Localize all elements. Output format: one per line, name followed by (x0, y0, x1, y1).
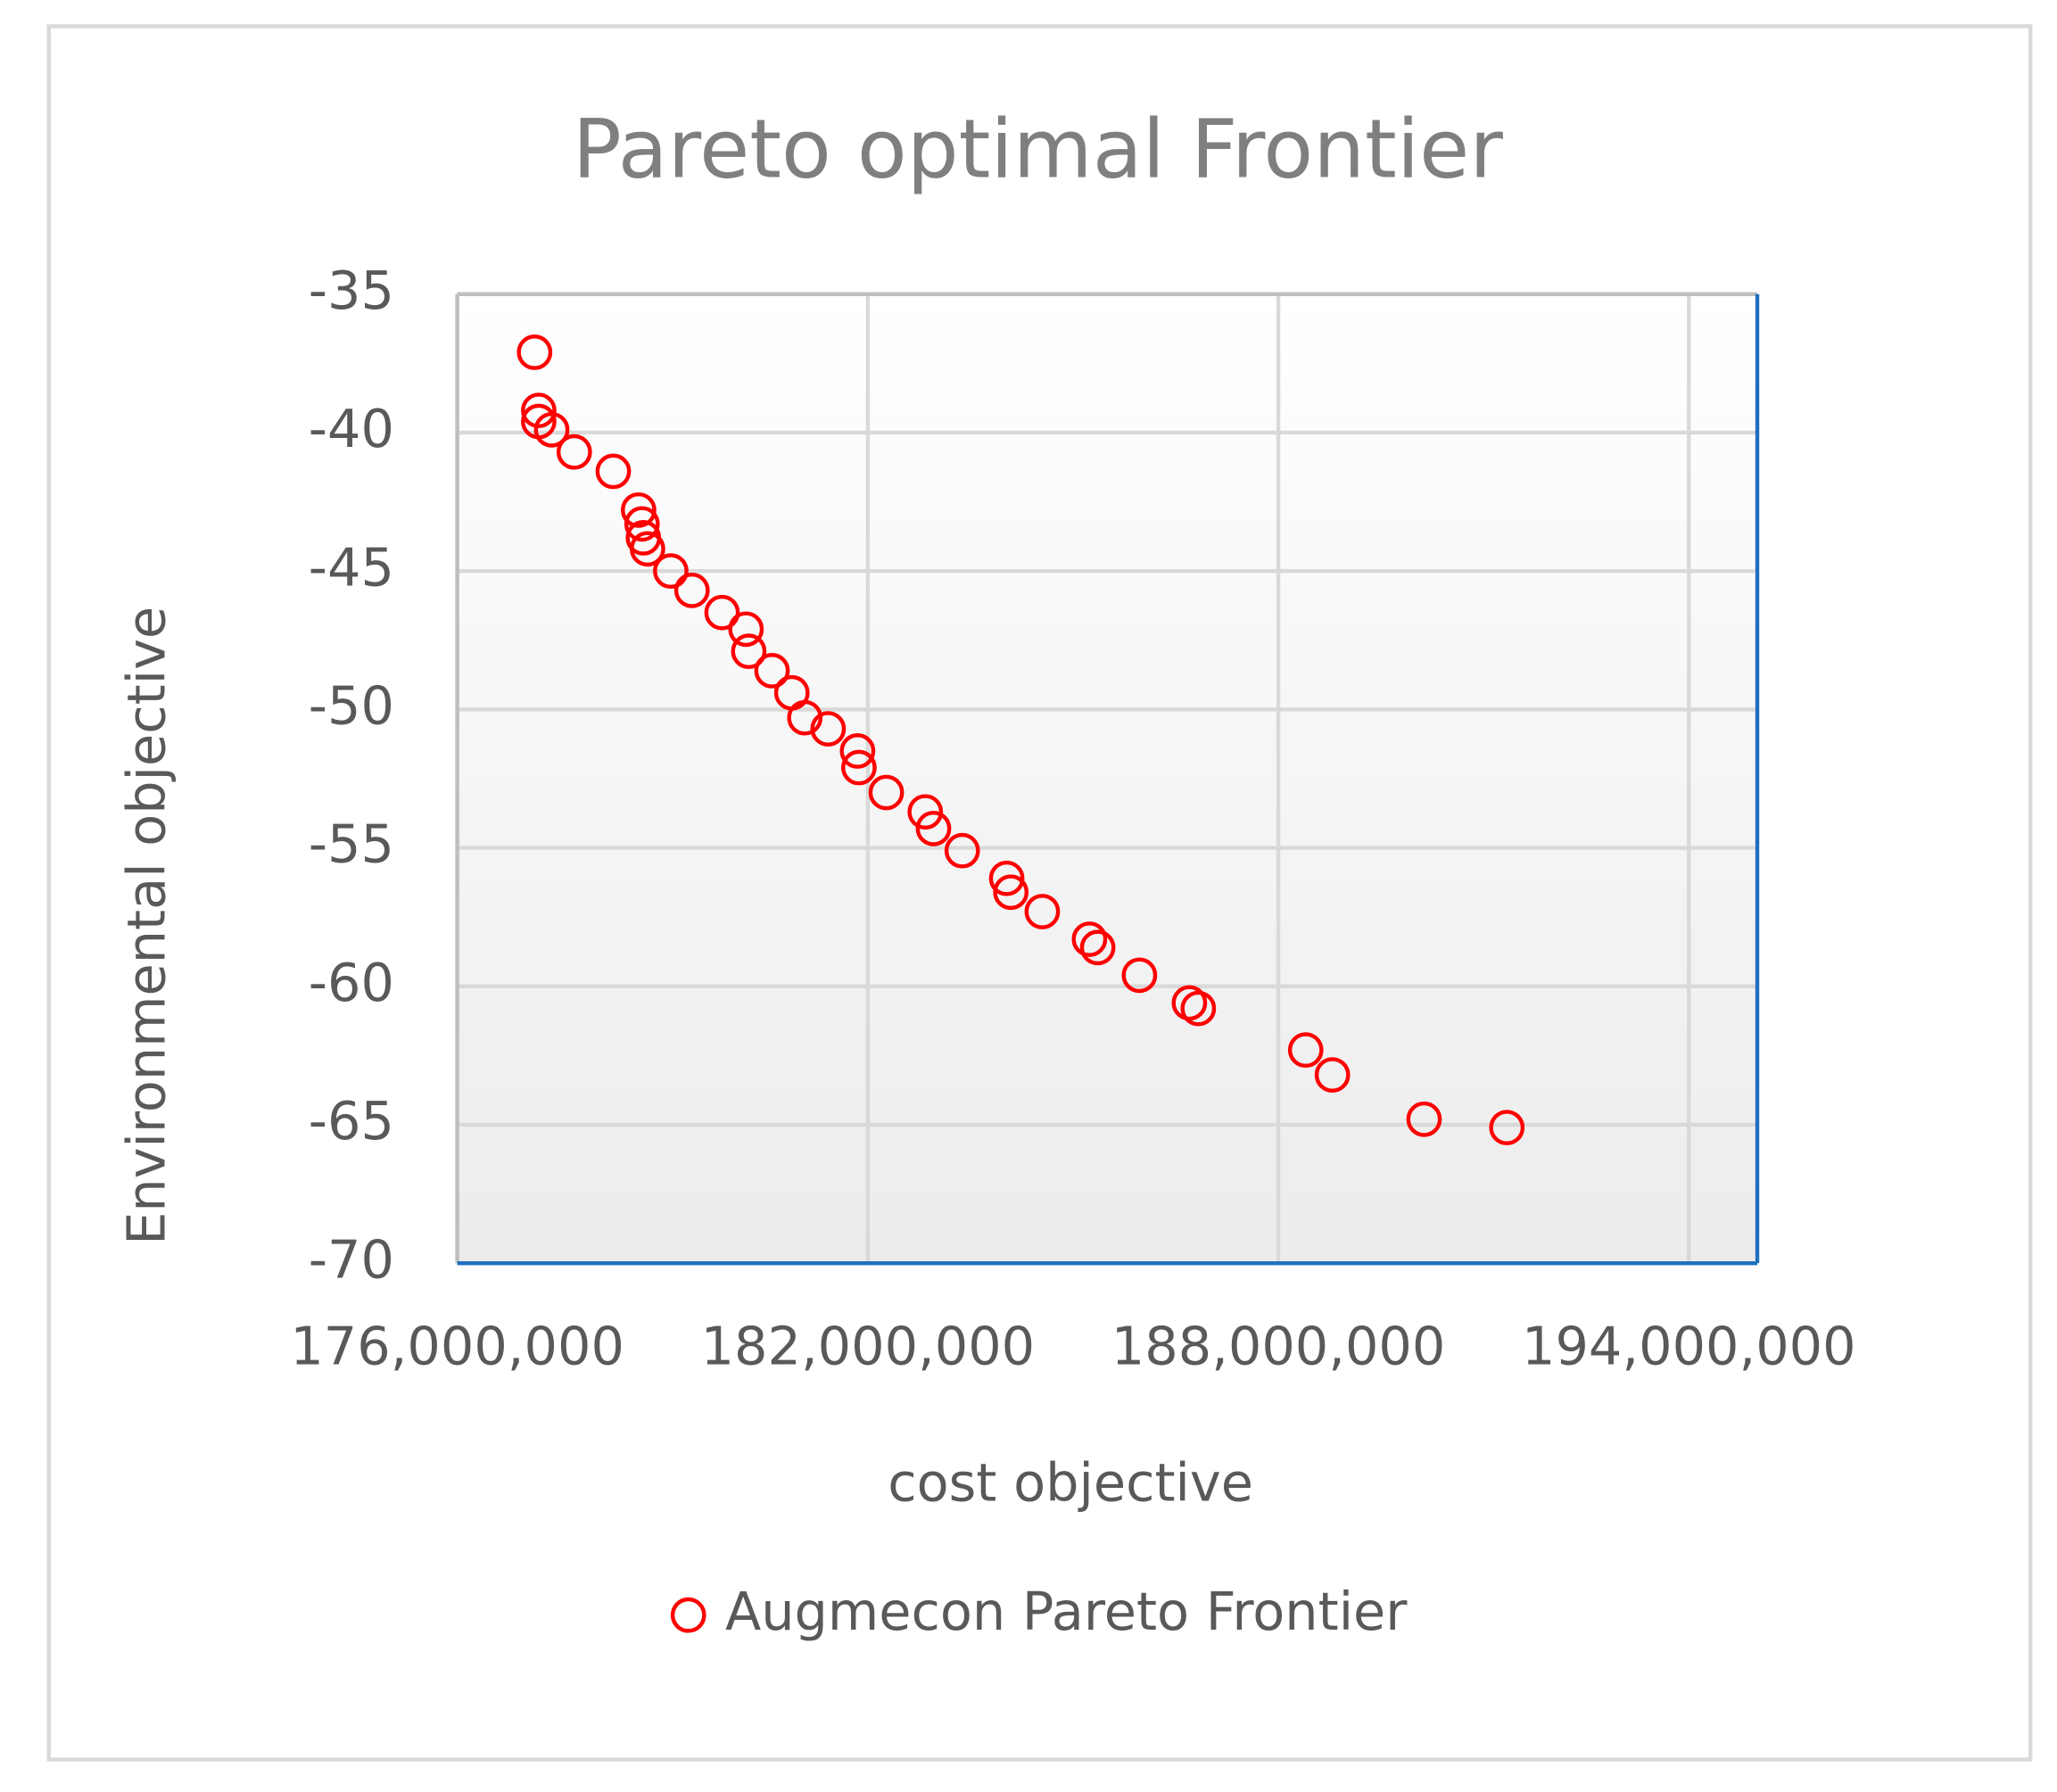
point (731, 633, 767, 670)
y-tick-label: -50 (309, 674, 394, 736)
point (1489, 1110, 1525, 1145)
point (839, 733, 876, 769)
point (630, 531, 665, 567)
point (993, 874, 1029, 911)
point (533, 411, 570, 448)
point (915, 810, 952, 846)
point (624, 506, 660, 542)
grid: -35 -40 -45 -50 -55 -60 -65 -70 176,000,000 182,0… (290, 260, 1855, 1377)
point (1171, 985, 1208, 1021)
point (1180, 990, 1217, 1027)
y-tick-label: -55 (309, 813, 394, 875)
point (988, 860, 1025, 896)
point (556, 434, 592, 470)
point (516, 334, 553, 370)
point (728, 611, 764, 648)
point (841, 749, 877, 786)
point (1121, 957, 1158, 994)
point (653, 553, 689, 590)
y-axis-label: Environmental objective (115, 607, 177, 1245)
point (907, 794, 944, 830)
chart-title: Pareto optimal Frontier (573, 102, 1504, 197)
point (621, 491, 657, 528)
y-tick-label: -35 (309, 260, 394, 321)
point (521, 392, 557, 428)
point (673, 573, 710, 608)
point (810, 711, 847, 747)
legend-label: Augmecon Pareto Frontier (725, 1581, 1408, 1642)
point (595, 453, 632, 490)
legend: Augmecon Pareto Frontier (670, 1581, 1408, 1642)
point (1071, 921, 1108, 957)
x-tick-label: 194,000,000 (1522, 1315, 1856, 1376)
point (704, 594, 740, 631)
y-tick-label: -40 (309, 398, 394, 459)
point (1406, 1101, 1442, 1137)
point (754, 653, 790, 689)
point (1314, 1057, 1351, 1093)
x-tick-label: 176,000,000 (290, 1315, 624, 1376)
x-tick-label: 188,000,000 (1111, 1315, 1446, 1376)
x-tick-label: 182,000,000 (701, 1315, 1036, 1376)
y-tick-label: -65 (309, 1090, 394, 1152)
point (868, 774, 905, 811)
point (1287, 1032, 1324, 1069)
x-axis-label: cost objective (888, 1452, 1253, 1514)
point (1024, 894, 1061, 929)
plot-area (457, 293, 1758, 1264)
y-tick-label: -60 (309, 952, 394, 1013)
marks (516, 334, 1525, 1145)
y-tick-label: -70 (309, 1228, 394, 1290)
point (1079, 929, 1116, 966)
point (787, 699, 823, 736)
y-tick-label: -45 (309, 536, 394, 598)
point (944, 832, 980, 869)
legend-marker (670, 1597, 706, 1633)
